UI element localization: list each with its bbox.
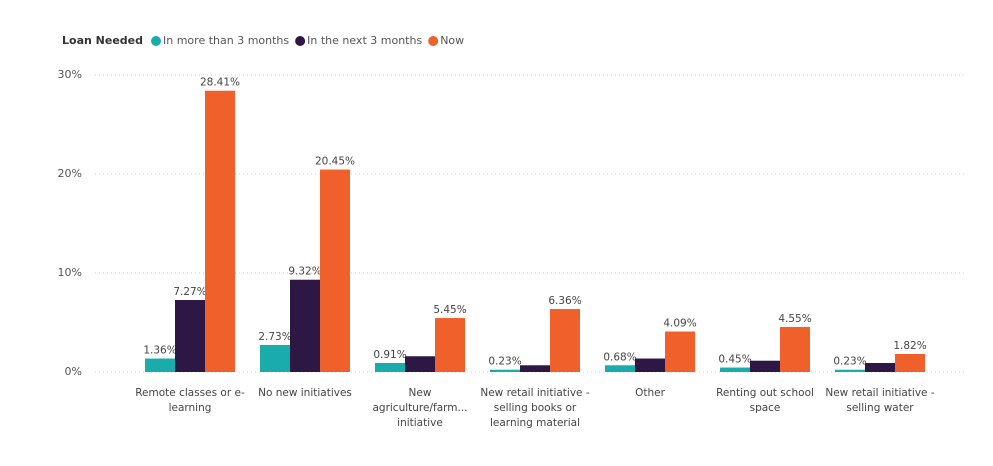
data-label: 0.23% — [488, 356, 521, 368]
bar — [835, 369, 865, 372]
x-tick-label: Other — [635, 387, 665, 399]
data-label: 0.45% — [718, 354, 751, 366]
bar — [720, 367, 750, 372]
data-label: 4.55% — [778, 313, 811, 325]
data-label: 5.45% — [433, 304, 466, 316]
bar — [520, 365, 550, 372]
bar — [375, 362, 405, 372]
data-label: 0.23% — [833, 356, 866, 368]
x-tick-label: New retail initiative - selling books or… — [480, 387, 590, 429]
data-label: 1.36% — [143, 345, 176, 357]
data-label: 6.36% — [548, 295, 581, 307]
legend-label: In the next 3 months — [307, 34, 422, 47]
bar — [290, 279, 320, 372]
data-label: 4.09% — [663, 318, 696, 330]
bar — [605, 365, 635, 372]
legend-marker — [295, 36, 306, 46]
bar — [895, 353, 925, 372]
data-label: 0.68% — [603, 351, 636, 363]
y-tick-label: 10% — [58, 266, 82, 279]
bar — [490, 369, 520, 372]
bar — [175, 300, 205, 372]
bar — [145, 358, 175, 372]
bar — [320, 169, 350, 372]
legend-label: In more than 3 months — [163, 34, 289, 47]
bar — [550, 309, 580, 372]
data-label: 28.41% — [200, 77, 240, 89]
y-tick-label: 0% — [65, 365, 82, 378]
legend-marker — [428, 36, 439, 46]
bar — [750, 360, 780, 372]
y-tick-label: 20% — [58, 167, 82, 180]
x-tick-label: New agriculture/farm... initiative — [372, 387, 468, 429]
data-label: 0.91% — [373, 349, 406, 361]
data-label: 2.73% — [258, 331, 291, 343]
bar — [205, 90, 235, 372]
bar — [780, 326, 810, 372]
bar — [665, 331, 695, 372]
data-label: 1.82% — [893, 340, 926, 352]
y-tick-label: 30% — [58, 68, 82, 81]
data-label: 9.32% — [288, 266, 321, 278]
x-tick-label: Renting out school space — [716, 387, 814, 414]
data-label: 20.45% — [315, 156, 355, 168]
bar — [435, 318, 465, 372]
data-label: 7.27% — [173, 286, 206, 298]
bar — [405, 356, 435, 372]
legend-label: Now — [440, 34, 464, 47]
legend-marker — [151, 36, 161, 46]
legend-title: Loan Needed — [62, 34, 143, 47]
x-tick-label: Remote classes or e-learning — [135, 387, 245, 414]
bar — [865, 362, 895, 372]
bar — [635, 358, 665, 372]
x-tick-label: No new initiatives — [258, 387, 352, 399]
x-tick-label: New retail initiative - selling water — [825, 387, 935, 414]
bar — [260, 344, 290, 372]
